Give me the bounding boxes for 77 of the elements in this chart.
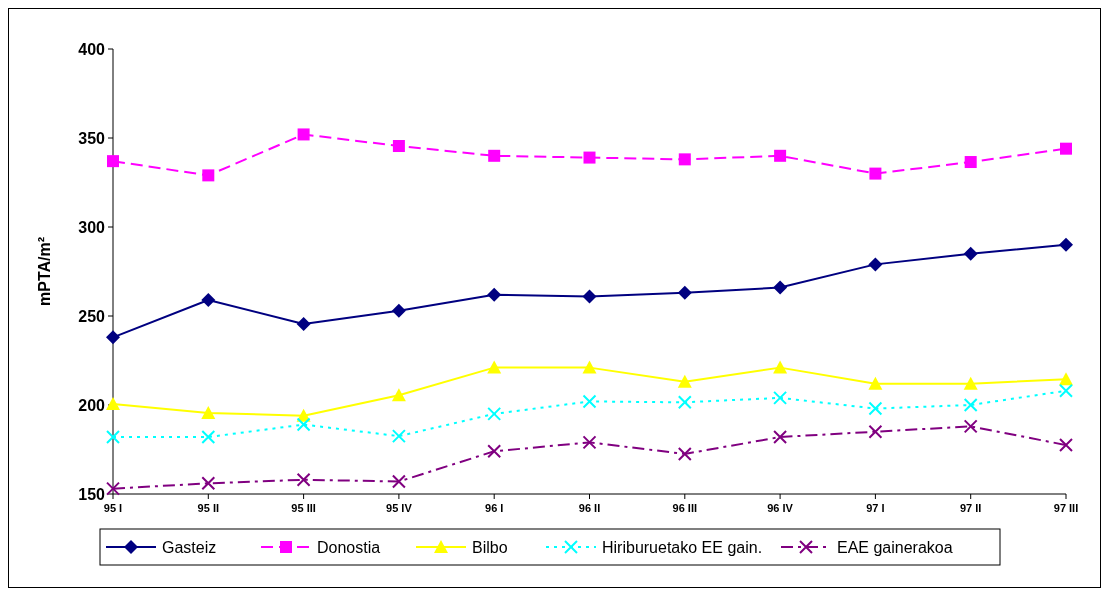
point: [868, 401, 883, 416]
y-tick-label: 200: [78, 396, 106, 414]
point: [201, 476, 216, 491]
legend-label: Gasteiz: [162, 538, 217, 556]
point: [1060, 142, 1072, 155]
point: [202, 169, 215, 182]
y-tick-label: 250: [78, 307, 106, 325]
point: [296, 417, 311, 432]
point: [106, 481, 120, 496]
point: [963, 376, 978, 390]
point: [201, 430, 216, 445]
point: [106, 330, 120, 345]
point: [297, 128, 310, 141]
point: [773, 430, 788, 445]
point: [296, 317, 311, 332]
point: [487, 406, 502, 421]
point: [869, 167, 882, 180]
legend-label: EAE gainerakoa: [837, 538, 953, 556]
point: [487, 444, 502, 459]
point: [1059, 438, 1073, 453]
legend-label: Hiriburuetako EE gain.: [602, 538, 763, 556]
point: [582, 360, 597, 374]
point: [773, 280, 788, 295]
point: [582, 289, 597, 304]
point: [1059, 372, 1073, 386]
point: [106, 397, 120, 411]
point: [1059, 237, 1073, 252]
point: [963, 419, 978, 434]
point: [678, 153, 691, 166]
point: [677, 285, 692, 300]
point: [963, 398, 978, 412]
point: [677, 446, 692, 461]
y-tick-label: 150: [78, 485, 106, 503]
point: [868, 257, 883, 272]
point: [1059, 383, 1073, 398]
point: [964, 156, 977, 169]
point: [391, 388, 406, 402]
point: [582, 394, 597, 409]
x-tick-label: 97 I: [866, 502, 885, 514]
point: [391, 429, 406, 444]
y-tick-label: 350: [78, 129, 106, 147]
legend-label: Donostia: [317, 538, 381, 556]
point: [868, 424, 883, 439]
point: [106, 430, 120, 445]
point: [773, 390, 788, 405]
point: [391, 303, 406, 318]
point: [391, 474, 406, 489]
point: [296, 472, 311, 487]
point: [677, 395, 692, 410]
point: [677, 374, 692, 388]
point: [582, 435, 597, 450]
point: [963, 246, 978, 261]
y-tick-label: 300: [78, 218, 106, 236]
point: [107, 155, 119, 168]
x-tick-label: 95 IV: [386, 502, 413, 514]
point: [487, 287, 502, 302]
point: [583, 151, 596, 164]
x-tick-label: 96 IV: [767, 502, 794, 514]
point: [774, 149, 787, 162]
y-axis-title: mPTA/m²: [36, 236, 53, 307]
x-tick-label: 97 III: [1053, 502, 1079, 514]
legend-label: Bilbo: [472, 538, 508, 556]
x-tick-label: 95 I: [103, 502, 123, 514]
point: [392, 140, 405, 153]
point: [488, 149, 501, 162]
point: [868, 376, 883, 390]
x-tick-label: 96 I: [485, 502, 504, 514]
point: [201, 292, 216, 307]
x-tick-label: 95 II: [197, 502, 219, 514]
x-tick-label: 96 II: [578, 502, 601, 514]
x-tick-label: 95 III: [291, 502, 316, 514]
point: [773, 360, 788, 374]
x-tick-label: 97 II: [960, 502, 982, 514]
x-tick-label: 96 III: [672, 502, 698, 514]
point: [487, 360, 502, 374]
y-tick-label: 400: [78, 40, 106, 58]
point: [201, 406, 216, 420]
